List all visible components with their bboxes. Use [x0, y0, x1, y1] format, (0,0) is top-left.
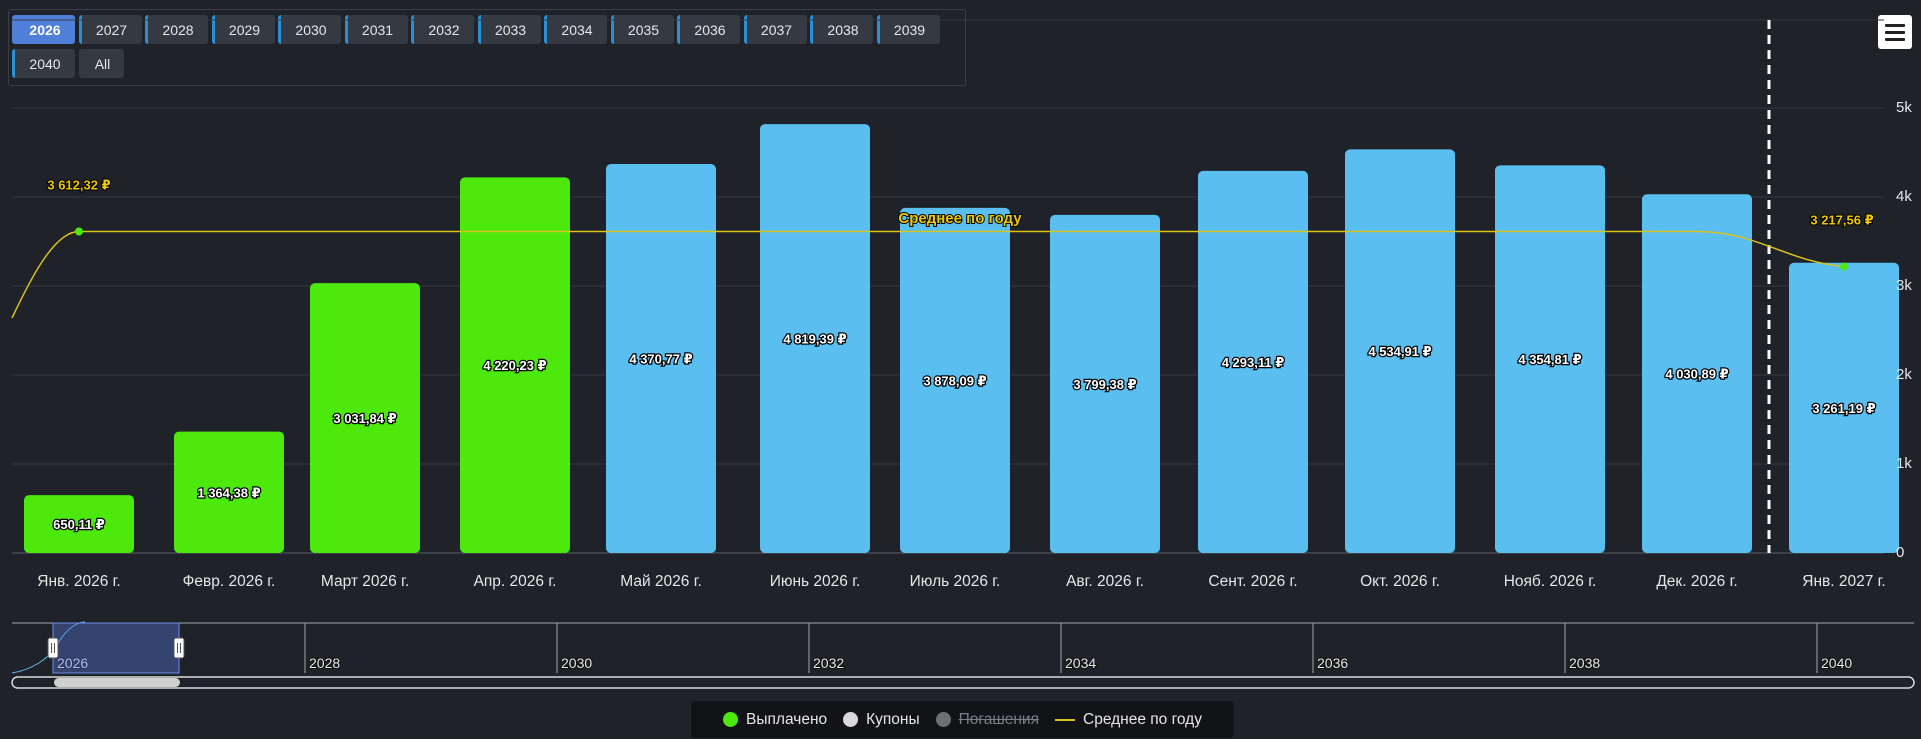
- average-line: [11, 230, 1845, 319]
- navigator-handle[interactable]: [173, 637, 185, 659]
- x-tick-label: Май 2026 г.: [620, 573, 702, 590]
- navigator-tick-label: 2028: [309, 655, 340, 671]
- x-tick-label: Дек. 2026 г.: [1656, 573, 1737, 590]
- average-series-name: Среднее по году: [898, 210, 1022, 227]
- y-axis-labels: 0 1k 2k 3k 4k 5k: [1896, 99, 1912, 561]
- average-value-label: 3 217,56 ₽: [1810, 213, 1873, 228]
- x-tick-label: Июль 2026 г.: [910, 573, 1001, 590]
- legend-label: Среднее по году: [1083, 710, 1202, 728]
- average-value-label: 3 612,32 ₽: [47, 178, 110, 193]
- bar: [606, 164, 716, 553]
- chart-menu-button[interactable]: [1878, 15, 1912, 49]
- year-button-all[interactable]: All: [78, 49, 124, 78]
- navigator-tick-label: 2032: [813, 655, 844, 671]
- bar: [460, 177, 570, 553]
- year-range-selector: [8, 9, 966, 86]
- bar-chart: 650,11 ₽ 1 364,38 ₽ 3 031,84 ₽ 4 220,23 ₽ 4 …: [11, 19, 1915, 689]
- bar: [900, 207, 1010, 554]
- bar: [310, 283, 420, 553]
- navigator-tick-label: 2040: [1821, 655, 1852, 671]
- average-point: [1840, 262, 1848, 271]
- bar-value-label: 4 030,89 ₽: [1665, 367, 1728, 382]
- bar-value-label: 4 354,81 ₽: [1518, 352, 1581, 367]
- legend-label: Погашения: [958, 710, 1039, 728]
- bar-value-label: 4 819,39 ₽: [783, 332, 846, 347]
- y-tick-label: 0: [1896, 544, 1904, 561]
- x-axis-labels: Янв. 2026 г. Февр. 2026 г. Март 2026 г. Апр…: [37, 573, 1885, 590]
- menu-bar-icon: [1885, 30, 1905, 34]
- legend-dot-symbol: [843, 712, 859, 727]
- x-tick-label: Нояб. 2026 г.: [1504, 573, 1597, 590]
- average-point: [75, 227, 83, 236]
- bar: [1050, 214, 1160, 554]
- legend: Выплачено Купоны Погашения Среднее по году: [691, 701, 1234, 738]
- bar-value-label: 3 799,38 ₽: [1073, 377, 1136, 392]
- legend-item[interactable]: Среднее по году: [1055, 711, 1202, 729]
- average-series: 3 612,32 ₽ 3 217,56 ₽ Среднее по году: [11, 177, 1875, 319]
- x-tick-label: Авг. 2026 г.: [1066, 573, 1144, 590]
- scrollbar-thumb[interactable]: [54, 678, 180, 687]
- y-tick-label: 4k: [1896, 188, 1912, 205]
- x-tick-label: Апр. 2026 г.: [474, 573, 557, 590]
- y-tick-label: 3k: [1896, 277, 1912, 294]
- x-tick-label: Сент. 2026 г.: [1208, 573, 1297, 590]
- x-tick-label: Март 2026 г.: [321, 573, 409, 590]
- x-tick-label: Июнь 2026 г.: [770, 573, 861, 590]
- navigator-selection[interactable]: [52, 622, 180, 674]
- legend-dot-symbol: [935, 712, 951, 727]
- navigator: 2026 2028 2030 2032 2034 2036 2038 2040: [11, 621, 1915, 689]
- bar: [24, 495, 134, 553]
- legend-item[interactable]: Погашения: [935, 710, 1039, 729]
- bar-value-label: 4 370,77 ₽: [629, 352, 692, 367]
- bar: [1345, 149, 1455, 553]
- legend-label: Выплачено: [746, 710, 828, 728]
- bar-value-label: 3 261,19 ₽: [1812, 401, 1875, 416]
- menu-bar-icon: [1885, 37, 1905, 41]
- year-button-2040[interactable]: 2040: [12, 49, 75, 78]
- legend-item[interactable]: Выплачено: [723, 711, 827, 729]
- bar: [1198, 170, 1308, 553]
- bar-series: 650,11 ₽ 1 364,38 ₽ 3 031,84 ₽ 4 220,23 ₽ 4 …: [24, 124, 1899, 554]
- bar-value-label: 3 031,84 ₽: [333, 411, 396, 426]
- bar-value-label: 4 220,23 ₽: [483, 358, 546, 373]
- bar-value-label: 1 364,38 ₽: [197, 485, 260, 500]
- legend-dot-symbol: [723, 712, 739, 727]
- y-tick-label: 2k: [1896, 366, 1912, 383]
- bar-value-label: 4 293,11 ₽: [1222, 355, 1285, 370]
- x-tick-label: Окт. 2026 г.: [1360, 573, 1440, 590]
- bar: [1642, 194, 1752, 553]
- navigator-handle[interactable]: [47, 637, 59, 659]
- scrollbar-track[interactable]: [11, 676, 1915, 689]
- y-tick-label: 1k: [1896, 455, 1912, 472]
- bar: [174, 431, 284, 553]
- x-tick-label: Янв. 2026 г.: [37, 573, 120, 590]
- navigator-tick-label: 2034: [1065, 655, 1096, 671]
- y-tick-label: 5k: [1896, 99, 1912, 116]
- navigator-tick-label: 2026: [57, 655, 88, 671]
- bar: [1495, 165, 1605, 553]
- bar-value-label: 3 878,09 ₽: [923, 373, 986, 388]
- bar: [1789, 262, 1899, 553]
- menu-bar-icon: [1885, 23, 1905, 27]
- x-tick-label: Янв. 2027 г.: [1802, 573, 1885, 590]
- navigator-tick-label: 2036: [1317, 655, 1348, 671]
- bar-value-label: 4 534,91 ₽: [1368, 344, 1431, 359]
- navigator-tick-label: 2030: [561, 655, 592, 671]
- legend-line-symbol: [1055, 718, 1075, 721]
- bar-value-label: 650,11 ₽: [53, 517, 105, 532]
- legend-label: Купоны: [866, 710, 920, 728]
- legend-item[interactable]: Купоны: [843, 711, 920, 729]
- navigator-tick-label: 2038: [1569, 655, 1600, 671]
- x-tick-label: Февр. 2026 г.: [183, 573, 276, 590]
